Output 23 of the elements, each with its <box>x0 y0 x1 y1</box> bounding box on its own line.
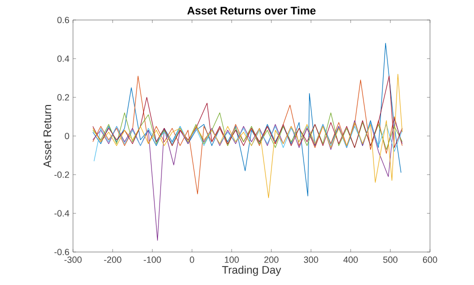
line-series <box>92 76 403 148</box>
line-series <box>94 122 403 162</box>
x-tick-label: 100 <box>224 256 239 263</box>
x-tick-label: -300 <box>64 256 82 263</box>
x-tick-label: 300 <box>304 256 318 263</box>
y-tick-label: -0.4 <box>54 210 70 217</box>
line-series <box>92 112 403 150</box>
x-tick-label: 500 <box>383 256 398 263</box>
x-axis-title: Trading Day <box>222 266 282 276</box>
x-tick-label: -200 <box>104 256 122 263</box>
y-tick-label: -0.6 <box>54 248 70 256</box>
y-tick-label: 0 <box>64 132 70 140</box>
y-tick-label: -0.2 <box>54 171 70 178</box>
x-tick-label: 400 <box>343 256 358 263</box>
x-tick-label: 600 <box>422 256 438 263</box>
y-tick-label: 0.6 <box>57 16 70 24</box>
y-tick-label: 0.4 <box>57 55 70 62</box>
y-axis-title: Asset Return <box>44 105 52 168</box>
x-tick-label: -100 <box>144 256 161 263</box>
x-tick-label: 0 <box>190 256 194 263</box>
y-tick-label: 0.2 <box>57 94 70 101</box>
x-tick-label: 200 <box>264 256 278 263</box>
chart-title: Asset Returns over Time <box>187 6 316 14</box>
